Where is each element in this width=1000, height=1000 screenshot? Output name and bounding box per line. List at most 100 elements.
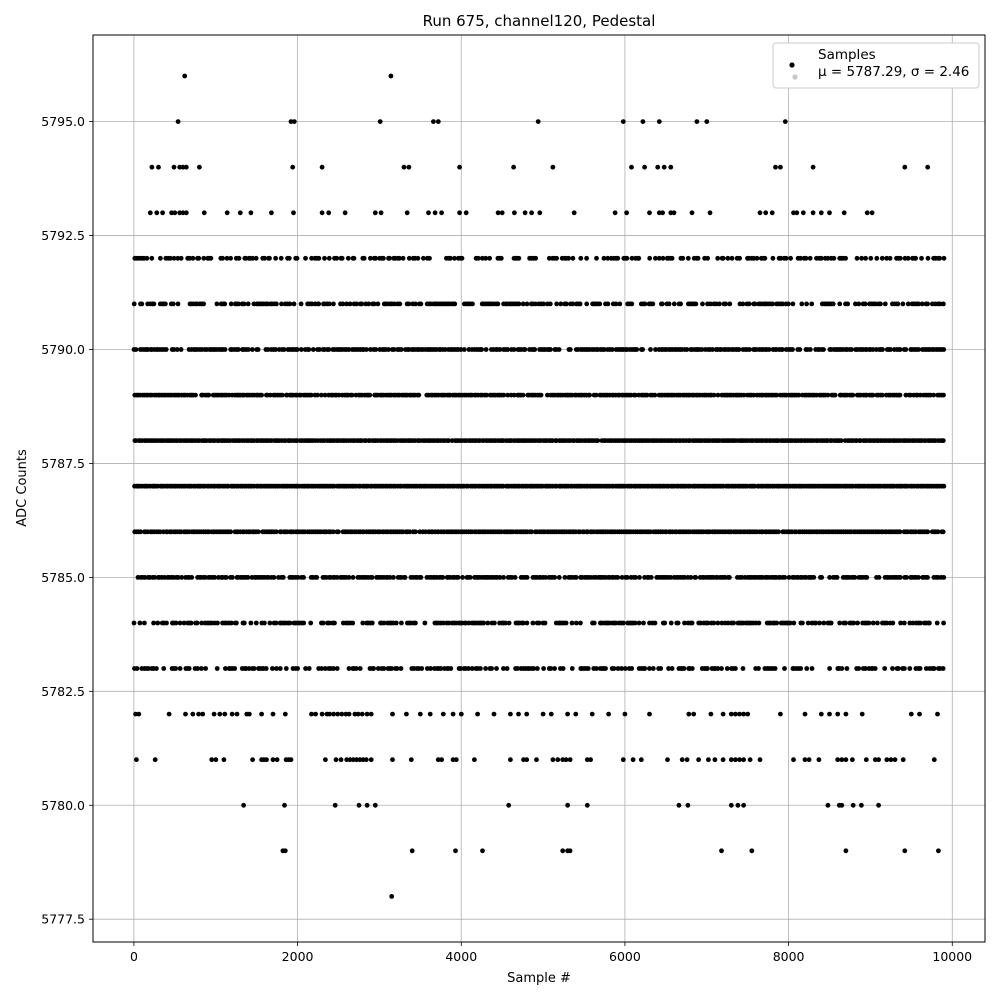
data-point bbox=[620, 757, 626, 763]
data-point bbox=[587, 392, 592, 398]
data-point bbox=[229, 711, 235, 717]
data-point bbox=[884, 255, 890, 261]
data-point bbox=[262, 255, 267, 261]
data-point bbox=[235, 347, 241, 352]
data-point bbox=[357, 757, 363, 763]
data-point bbox=[629, 666, 635, 671]
data-point bbox=[274, 757, 280, 763]
data-point bbox=[870, 392, 876, 398]
data-point bbox=[406, 255, 412, 261]
data-point bbox=[228, 620, 234, 626]
data-point bbox=[879, 255, 885, 261]
y-tick-label: 5777.5 bbox=[41, 912, 85, 927]
data-point bbox=[863, 757, 869, 763]
data-point bbox=[798, 255, 803, 261]
data-point bbox=[813, 620, 819, 626]
data-point bbox=[301, 620, 307, 626]
data-point bbox=[937, 255, 943, 261]
data-point bbox=[925, 529, 931, 535]
data-point bbox=[807, 255, 813, 261]
data-point bbox=[249, 347, 255, 352]
data-point bbox=[835, 711, 841, 717]
data-point bbox=[466, 666, 471, 671]
data-point bbox=[637, 575, 642, 580]
data-point bbox=[373, 347, 379, 352]
data-point bbox=[704, 119, 710, 124]
data-point bbox=[375, 301, 381, 307]
data-point bbox=[866, 620, 872, 626]
data-point bbox=[605, 255, 611, 261]
y-tick-label: 5790.0 bbox=[41, 342, 85, 357]
data-point bbox=[935, 529, 941, 535]
data-point bbox=[662, 620, 668, 626]
data-point bbox=[413, 529, 418, 535]
data-point bbox=[727, 301, 733, 307]
legend-label-samples: Samples bbox=[818, 47, 876, 63]
data-point bbox=[892, 757, 898, 763]
data-point bbox=[391, 575, 396, 580]
data-point bbox=[835, 757, 841, 763]
data-point bbox=[640, 119, 646, 124]
x-axis-label: Sample # bbox=[507, 971, 571, 986]
y-axis-label: ADC Counts bbox=[15, 449, 30, 527]
data-point bbox=[407, 529, 413, 535]
data-point bbox=[484, 392, 489, 398]
data-point bbox=[175, 255, 181, 261]
data-point bbox=[154, 666, 159, 671]
data-point bbox=[265, 347, 271, 352]
data-point bbox=[340, 301, 346, 307]
data-point bbox=[839, 802, 845, 808]
data-point bbox=[319, 392, 324, 398]
data-point bbox=[728, 757, 734, 763]
data-point bbox=[736, 347, 742, 352]
data-point bbox=[313, 711, 318, 717]
data-point bbox=[818, 210, 824, 216]
data-point bbox=[782, 575, 788, 580]
data-point bbox=[255, 529, 261, 535]
data-point bbox=[322, 666, 328, 671]
data-point bbox=[332, 802, 338, 808]
data-point bbox=[228, 255, 234, 261]
data-point bbox=[303, 255, 308, 261]
data-point bbox=[698, 620, 704, 626]
x-tick-label: 6000 bbox=[609, 949, 641, 964]
data-point bbox=[317, 347, 322, 352]
data-point bbox=[839, 757, 845, 763]
data-point bbox=[725, 255, 731, 261]
data-point bbox=[497, 347, 503, 352]
data-point bbox=[189, 575, 195, 580]
data-point bbox=[331, 666, 336, 671]
data-point bbox=[241, 301, 247, 307]
data-point bbox=[897, 347, 903, 352]
data-point bbox=[174, 347, 180, 352]
data-point bbox=[512, 575, 518, 580]
data-point bbox=[177, 620, 183, 626]
data-point bbox=[273, 529, 279, 535]
data-point bbox=[680, 255, 686, 261]
data-point bbox=[585, 666, 591, 671]
data-point bbox=[364, 347, 369, 352]
data-point bbox=[264, 757, 269, 763]
data-point bbox=[152, 575, 158, 580]
data-point bbox=[224, 210, 230, 216]
data-point bbox=[691, 711, 697, 717]
data-point bbox=[377, 119, 383, 124]
data-point bbox=[371, 666, 376, 671]
data-point bbox=[166, 711, 172, 717]
data-point bbox=[147, 210, 153, 216]
data-point bbox=[897, 255, 903, 261]
data-point bbox=[882, 301, 888, 307]
data-point bbox=[925, 575, 930, 580]
data-point bbox=[878, 301, 883, 307]
data-point bbox=[843, 620, 848, 626]
data-point bbox=[505, 347, 510, 352]
data-point bbox=[273, 620, 279, 626]
data-point bbox=[310, 347, 316, 352]
data-point bbox=[355, 711, 361, 717]
data-point bbox=[804, 301, 809, 307]
data-point bbox=[372, 210, 378, 216]
data-point bbox=[290, 164, 296, 170]
plot-frame bbox=[92, 34, 986, 943]
data-point bbox=[749, 848, 755, 854]
data-point bbox=[641, 620, 646, 626]
